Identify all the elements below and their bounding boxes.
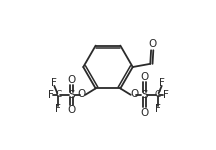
Text: F: F [159,78,165,88]
Text: O: O [140,108,148,118]
Text: C: C [155,90,161,99]
Text: F: F [55,104,61,114]
Text: O: O [140,72,148,82]
Text: O: O [130,89,138,99]
Text: O: O [68,75,76,84]
Text: S: S [141,90,148,100]
Text: O: O [148,39,156,49]
Text: O: O [68,105,76,115]
Text: S: S [68,90,75,100]
Text: O: O [78,89,86,99]
Text: C: C [55,90,61,99]
Text: F: F [155,104,161,114]
Text: F: F [48,90,53,100]
Text: F: F [163,90,168,100]
Text: F: F [51,78,57,88]
